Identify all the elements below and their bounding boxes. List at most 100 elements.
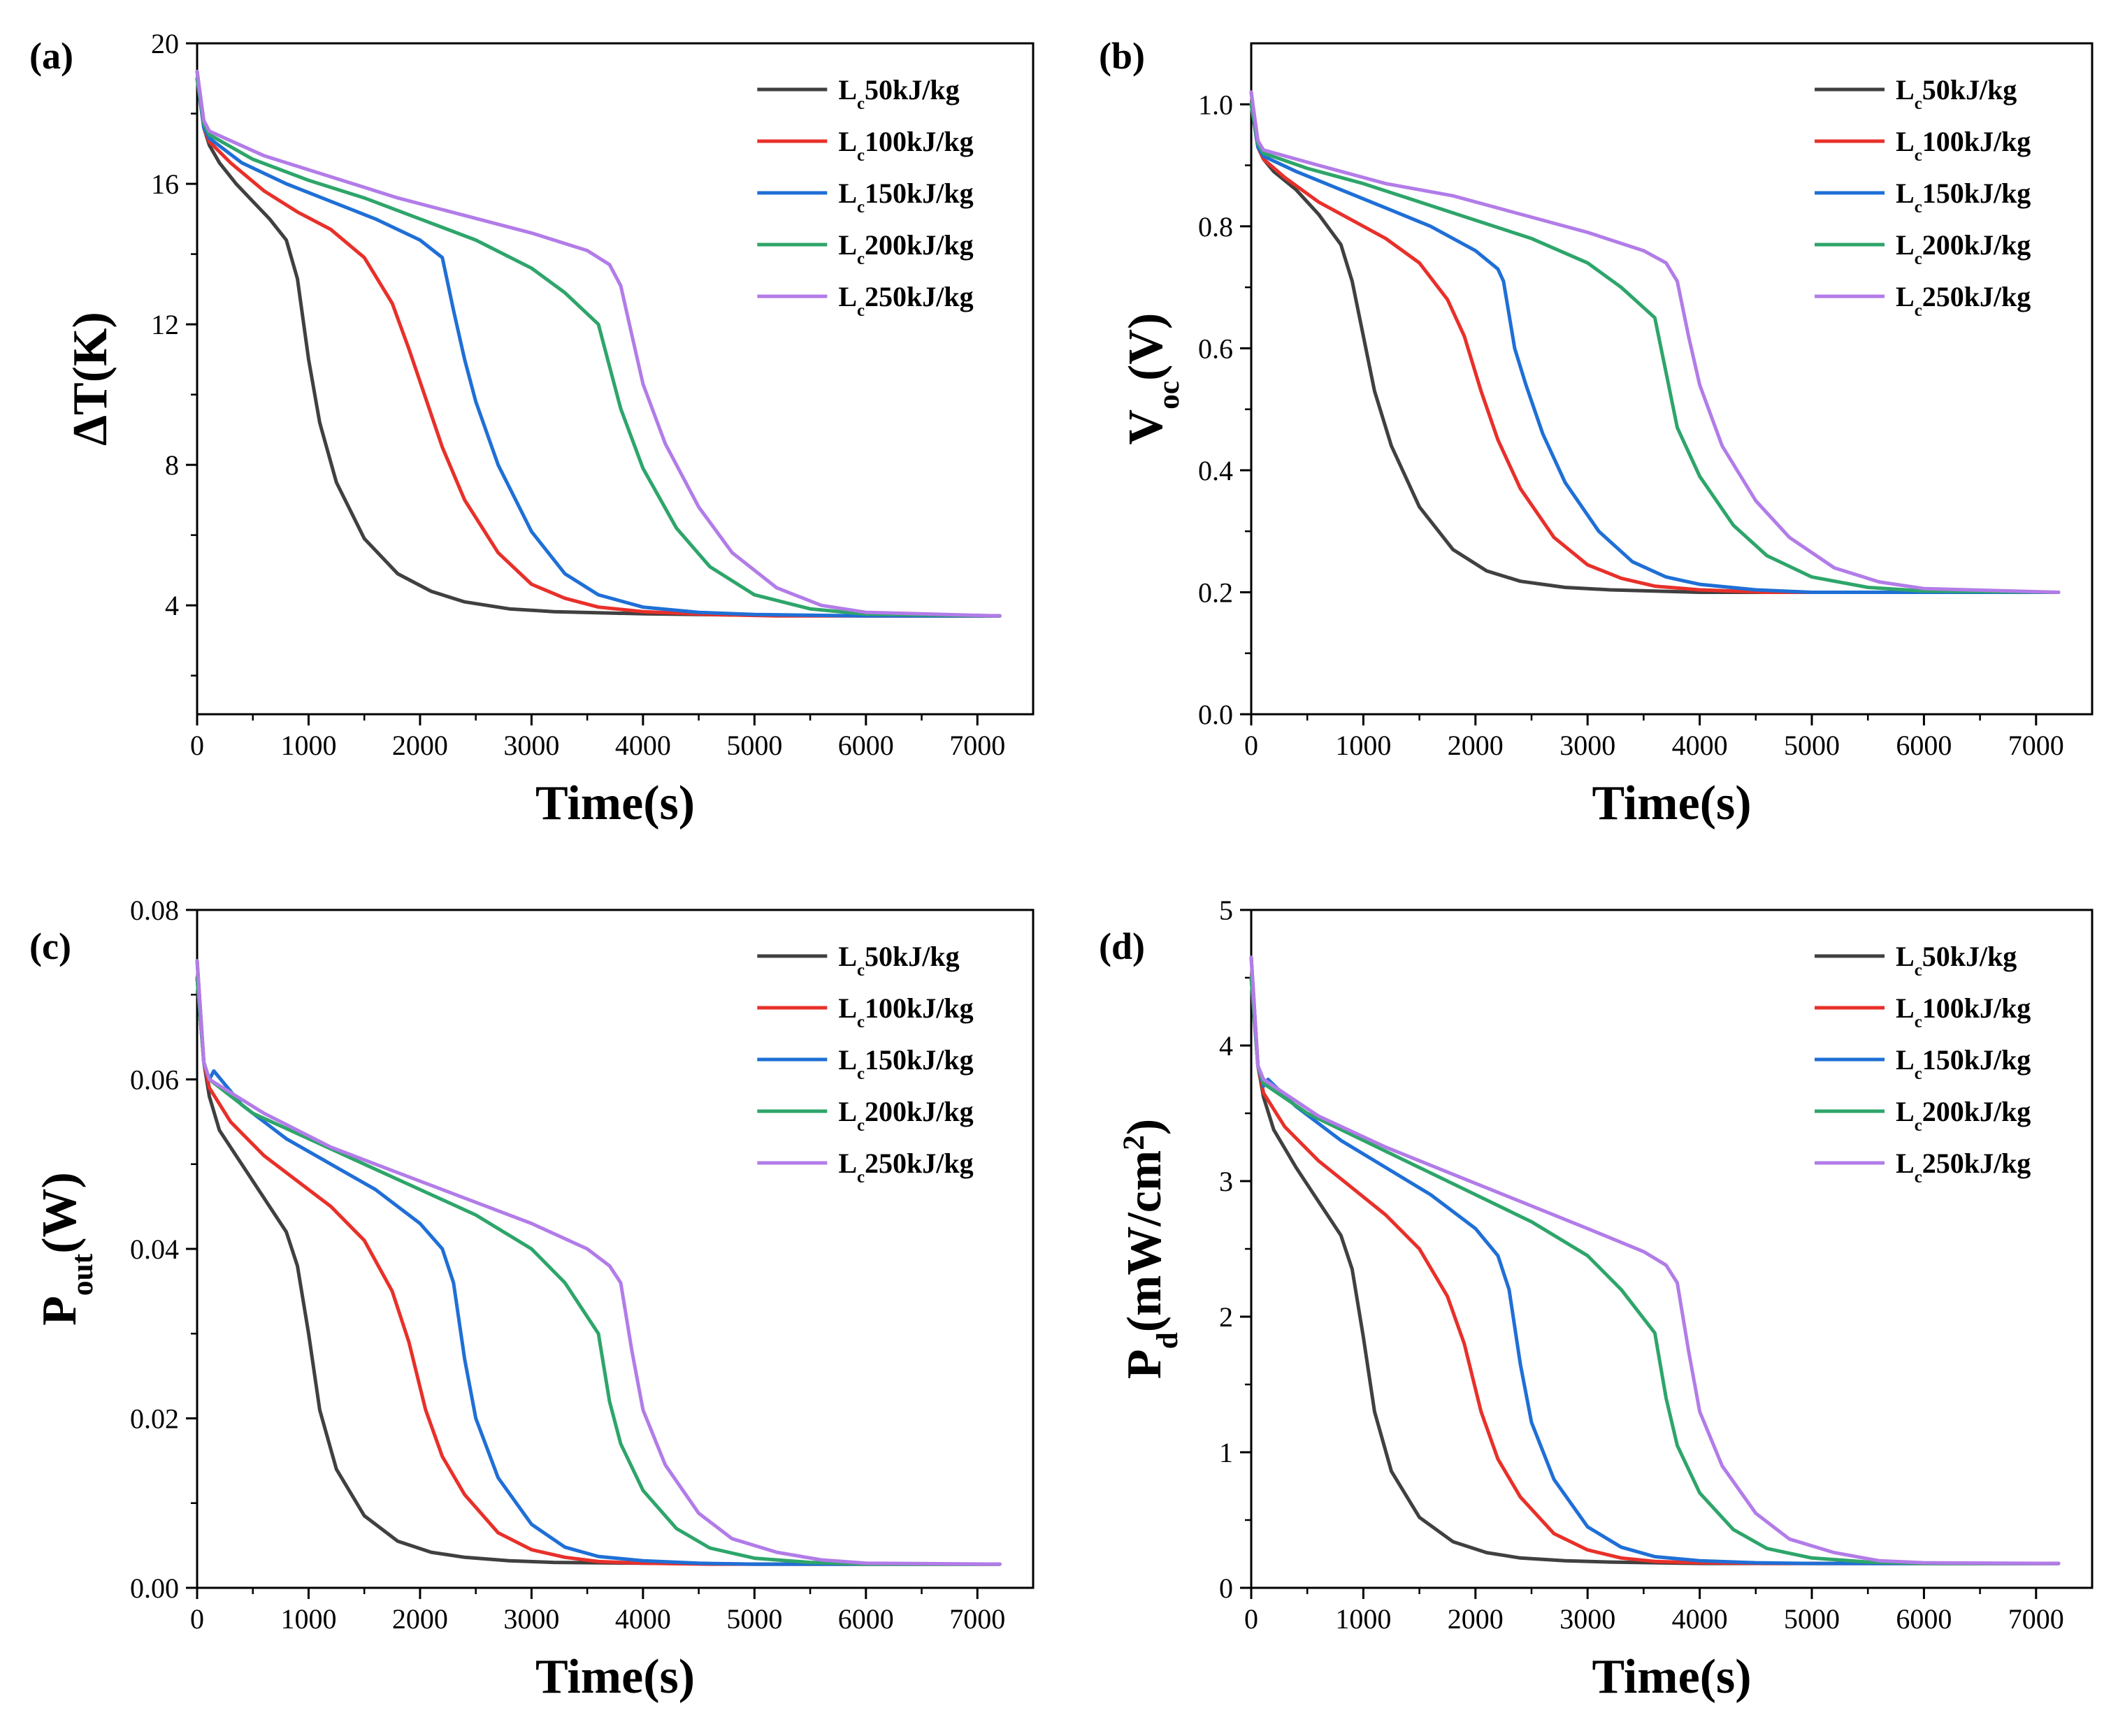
x-tick-label: 4000 bbox=[1672, 1603, 1728, 1635]
y-tick-label: 0.0 bbox=[1198, 699, 1233, 730]
x-tick-label: 7000 bbox=[949, 1603, 1005, 1635]
legend-label: Lc200kJ/kg bbox=[838, 229, 973, 268]
y-tick-label: 3 bbox=[1219, 1166, 1233, 1197]
x-tick-label: 3000 bbox=[1559, 1603, 1615, 1635]
panel-label: (a) bbox=[29, 35, 73, 77]
series-line-Lc200kJ/kg bbox=[1249, 102, 2061, 594]
y-tick-label: 0.6 bbox=[1198, 333, 1233, 364]
y-tick-label: 5 bbox=[1219, 895, 1233, 926]
x-tick-label: 3000 bbox=[503, 730, 559, 761]
x-tick-label: 1000 bbox=[1335, 1603, 1391, 1635]
legend-label: Lc50kJ/kg bbox=[838, 941, 959, 980]
x-tick-label: 0 bbox=[1244, 1603, 1258, 1635]
legend-label: Lc250kJ/kg bbox=[1896, 281, 2031, 320]
x-tick-label: 7000 bbox=[2008, 1603, 2064, 1635]
x-tick-label: 6000 bbox=[1896, 1603, 1952, 1635]
x-axis-title: Time(s) bbox=[535, 776, 695, 830]
series-line-Lc250kJ/kg bbox=[1249, 955, 2061, 1565]
series-line-Lc50kJ/kg bbox=[1249, 90, 2061, 594]
legend-label: Lc100kJ/kg bbox=[838, 992, 973, 1032]
legend-label: Lc150kJ/kg bbox=[838, 178, 973, 217]
y-tick-label: 0.8 bbox=[1198, 211, 1233, 243]
y-axis-title: Pout(W) bbox=[33, 1172, 99, 1326]
x-tick-label: 6000 bbox=[838, 730, 894, 761]
x-tick-label: 5000 bbox=[1784, 1603, 1840, 1635]
series-line-Lc250kJ/kg bbox=[1249, 90, 2061, 594]
series-line-Lc50kJ/kg bbox=[195, 69, 1002, 618]
x-tick-label: 2000 bbox=[392, 1603, 448, 1635]
y-tick-label: 1 bbox=[1219, 1437, 1233, 1468]
y-tick-label: 0.02 bbox=[130, 1403, 179, 1435]
legend-label: Lc50kJ/kg bbox=[1896, 941, 2017, 980]
x-tick-label: 5000 bbox=[1784, 730, 1840, 761]
series-line-Lc100kJ/kg bbox=[1249, 102, 2061, 594]
x-tick-label: 1000 bbox=[280, 730, 336, 761]
series-line-Lc150kJ/kg bbox=[195, 976, 1002, 1566]
x-axis-title: Time(s) bbox=[1592, 776, 1751, 830]
x-tick-label: 2000 bbox=[1448, 1603, 1504, 1635]
panel-label: (d) bbox=[1099, 925, 1145, 967]
x-tick-label: 7000 bbox=[949, 730, 1005, 761]
series-line-Lc250kJ/kg bbox=[195, 959, 1002, 1566]
legend-label: Lc50kJ/kg bbox=[1896, 74, 2017, 113]
y-tick-label: 0.04 bbox=[130, 1234, 179, 1265]
y-tick-label: 2 bbox=[1219, 1301, 1233, 1333]
panel-label: (b) bbox=[1099, 35, 1145, 77]
x-axis-title: Time(s) bbox=[1592, 1650, 1751, 1704]
x-tick-label: 3000 bbox=[1559, 730, 1615, 761]
y-tick-label: 4 bbox=[165, 590, 179, 621]
panel-d: 0 1000 2000 3000 4000 5000 6000 7000 0 1 2 3 4 5 Lc50k… bbox=[1099, 895, 2094, 1704]
x-axis-title: Time(s) bbox=[535, 1650, 695, 1704]
series-line-Lc150kJ/kg bbox=[195, 76, 1002, 618]
y-axis-title: ΔT(K) bbox=[64, 312, 117, 446]
x-tick-label: 0 bbox=[190, 730, 204, 761]
y-tick-label: 0.2 bbox=[1198, 577, 1233, 608]
legend-label: Lc50kJ/kg bbox=[838, 74, 959, 113]
panel-a: 0 1000 2000 3000 4000 5000 6000 7000 4 8 12 16 20 Lc5… bbox=[29, 28, 1035, 830]
y-tick-label: 0.00 bbox=[130, 1572, 179, 1604]
y-tick-label: 0.06 bbox=[130, 1064, 179, 1096]
legend-label: Lc200kJ/kg bbox=[1896, 1096, 2031, 1135]
legend-label: Lc200kJ/kg bbox=[1896, 229, 2031, 268]
legend-label: Lc150kJ/kg bbox=[1896, 1044, 2031, 1083]
x-tick-label: 6000 bbox=[838, 1603, 894, 1635]
legend-label: Lc200kJ/kg bbox=[838, 1096, 973, 1135]
legend-label: Lc250kJ/kg bbox=[1896, 1148, 2031, 1187]
y-axis-title: Pd(mW/cm2) bbox=[1117, 1119, 1184, 1379]
y-tick-label: 0.08 bbox=[130, 895, 179, 926]
legend-label: Lc250kJ/kg bbox=[838, 1148, 973, 1187]
x-tick-label: 6000 bbox=[1896, 730, 1952, 761]
legend-label: Lc100kJ/kg bbox=[1896, 992, 2031, 1032]
x-tick-label: 4000 bbox=[1672, 730, 1728, 761]
x-tick-label: 5000 bbox=[726, 1603, 782, 1635]
plot-frame bbox=[196, 42, 1035, 716]
y-tick-label: 0 bbox=[1219, 1572, 1233, 1604]
series-line-Lc200kJ/kg bbox=[1249, 976, 2061, 1565]
x-tick-label: 2000 bbox=[1448, 730, 1504, 761]
series-line-Lc200kJ/kg bbox=[195, 76, 1002, 618]
legend-label: Lc150kJ/kg bbox=[1896, 178, 2031, 217]
x-tick-label: 1000 bbox=[1335, 730, 1391, 761]
y-axis-title: Voc(V) bbox=[1119, 313, 1186, 445]
series-line-Lc200kJ/kg bbox=[195, 976, 1002, 1566]
x-tick-label: 0 bbox=[190, 1603, 204, 1635]
legend-label: Lc150kJ/kg bbox=[838, 1044, 973, 1083]
plot-frame bbox=[1250, 42, 2094, 716]
x-tick-label: 3000 bbox=[503, 1603, 559, 1635]
legend-label: Lc250kJ/kg bbox=[838, 281, 973, 320]
x-tick-label: 2000 bbox=[392, 730, 448, 761]
legend-label: Lc100kJ/kg bbox=[1896, 126, 2031, 165]
x-tick-label: 7000 bbox=[2008, 730, 2064, 761]
y-tick-label: 1.0 bbox=[1198, 89, 1233, 120]
y-tick-label: 8 bbox=[165, 449, 179, 481]
panel-label: (c) bbox=[29, 925, 71, 967]
x-tick-label: 0 bbox=[1244, 730, 1258, 761]
y-tick-label: 12 bbox=[151, 309, 179, 340]
series-line-Lc100kJ/kg bbox=[195, 76, 1002, 618]
y-tick-label: 4 bbox=[1219, 1030, 1233, 1062]
series-line-Lc150kJ/kg bbox=[1249, 102, 2061, 594]
x-tick-label: 5000 bbox=[726, 730, 782, 761]
legend-label: Lc100kJ/kg bbox=[838, 126, 973, 165]
y-tick-label: 0.4 bbox=[1198, 455, 1233, 486]
